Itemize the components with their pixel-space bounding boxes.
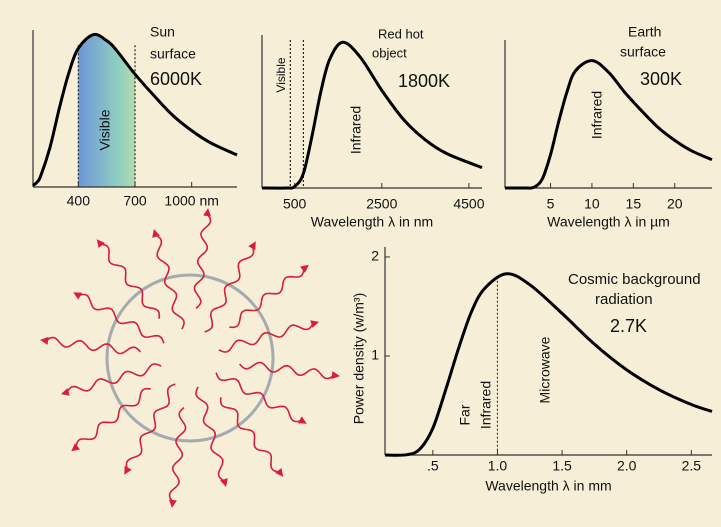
ray-arrowhead bbox=[298, 416, 307, 423]
wavy-ray bbox=[195, 214, 211, 308]
figure: 4007001000 nmSunsurface6000KVisible50025… bbox=[0, 0, 721, 527]
ray-arrowhead bbox=[331, 371, 339, 379]
y-tick-label: 1 bbox=[371, 347, 379, 363]
annotation: Infrared bbox=[348, 106, 364, 154]
x-tick-label: 2.0 bbox=[617, 458, 637, 474]
y-tick-label: 2 bbox=[371, 248, 379, 264]
annotation: Far bbox=[457, 404, 473, 425]
x-tick-label: 10 bbox=[584, 196, 600, 212]
x-axis-label: Wavelength λ in µm bbox=[547, 214, 670, 230]
ray-arrowhead bbox=[169, 499, 177, 507]
ray-arrowhead bbox=[275, 468, 283, 477]
ray-arrowhead bbox=[71, 443, 80, 451]
annotation: 2.7K bbox=[610, 316, 647, 336]
x-tick-label: 1.5 bbox=[552, 458, 572, 474]
x-tick-label: 700 bbox=[123, 193, 147, 209]
wavy-ray bbox=[76, 389, 151, 448]
annotation: Visible bbox=[97, 109, 113, 150]
spectrum-curve bbox=[262, 42, 482, 188]
x-tick-label: 400 bbox=[67, 193, 91, 209]
annotation: surface bbox=[150, 46, 196, 62]
x-tick-label: 4500 bbox=[453, 196, 484, 212]
annotation: 1800K bbox=[398, 71, 450, 91]
annotation: 300K bbox=[640, 69, 682, 89]
annotation: radiation bbox=[595, 291, 653, 308]
wavy-ray bbox=[170, 408, 186, 502]
annotation: Microwave bbox=[537, 336, 553, 403]
ray-arrowhead bbox=[248, 241, 255, 250]
x-tick-label: 20 bbox=[667, 196, 683, 212]
x-tick-label: 15 bbox=[626, 196, 642, 212]
wavy-ray bbox=[216, 373, 301, 422]
wavy-ray bbox=[221, 397, 280, 472]
ray-arrowhead bbox=[124, 466, 131, 475]
annotation: Earth bbox=[628, 24, 661, 40]
x-tick-label: 1000 nm bbox=[164, 193, 218, 209]
annotation: Visible bbox=[274, 57, 288, 92]
annotation: object bbox=[372, 45, 407, 60]
annotation: surface bbox=[620, 44, 666, 60]
annotation: Red hot bbox=[378, 26, 424, 41]
x-tick-label: 1.0 bbox=[488, 458, 508, 474]
wavy-ray bbox=[229, 269, 304, 328]
wavy-ray bbox=[127, 384, 176, 469]
x-tick-label: 2.5 bbox=[682, 458, 702, 474]
annotation: Sun bbox=[150, 24, 175, 40]
x-tick-label: 500 bbox=[283, 196, 307, 212]
annotation: 6000K bbox=[150, 69, 202, 89]
annotation: Infrared bbox=[478, 381, 494, 429]
wavy-ray bbox=[205, 247, 254, 332]
y-axis-label: Power density (w/m³) bbox=[351, 293, 367, 424]
ray-arrowhead bbox=[300, 265, 309, 273]
wavy-ray bbox=[240, 363, 334, 379]
ray-arrowhead bbox=[40, 337, 48, 345]
sphere bbox=[107, 275, 273, 441]
wavy-ray bbox=[79, 295, 164, 344]
ray-arrowhead bbox=[97, 239, 105, 248]
ray-arrowhead bbox=[203, 208, 211, 216]
x-axis-label: Wavelength λ in nm bbox=[311, 214, 433, 230]
x-tick-label: .5 bbox=[427, 458, 439, 474]
annotation: Infrared bbox=[589, 91, 605, 139]
ray-arrowhead bbox=[73, 292, 82, 299]
x-tick-label: 5 bbox=[547, 196, 555, 212]
wavy-ray bbox=[101, 244, 160, 319]
annotation: Cosmic background bbox=[568, 271, 701, 288]
x-axis-label: Wavelength λ in mm bbox=[485, 478, 611, 494]
wavy-ray bbox=[46, 338, 140, 354]
radiating-sphere bbox=[40, 208, 340, 508]
x-tick-label: 2500 bbox=[366, 196, 397, 212]
